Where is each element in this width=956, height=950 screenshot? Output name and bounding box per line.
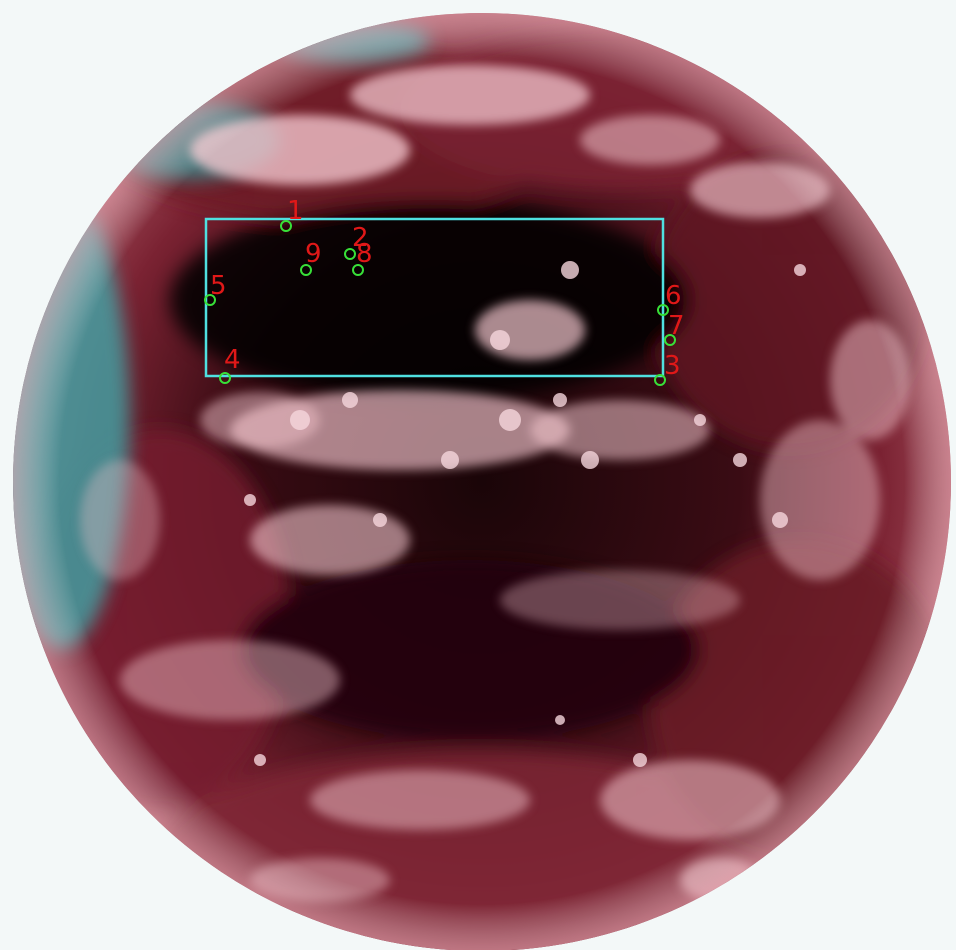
marker-label: 7 (668, 311, 685, 341)
marker-label: 5 (210, 271, 227, 301)
marker-circle (204, 294, 216, 306)
earth-disk (13, 13, 951, 950)
marker-3: 3 (654, 351, 681, 386)
marker-label: 2 (352, 223, 369, 253)
marker-circle (654, 374, 666, 386)
marker-label: 3 (664, 351, 681, 381)
marker-1: 1 (280, 196, 304, 232)
marker-4: 4 (219, 345, 241, 384)
marker-circle (300, 264, 312, 276)
marker-9: 9 (300, 239, 322, 276)
marker-circle (664, 334, 676, 346)
marker-5: 5 (204, 271, 227, 306)
marker-label: 9 (305, 239, 322, 269)
marker-label: 4 (224, 345, 241, 375)
marker-circle (344, 248, 356, 260)
marker-circle (280, 220, 292, 232)
marker-circle (657, 304, 669, 316)
marker-6: 6 (657, 281, 682, 316)
marker-8: 8 (352, 239, 373, 276)
marker-circle (352, 264, 364, 276)
marker-2: 2 (344, 223, 369, 260)
marker-circle (219, 372, 231, 384)
marker-label: 6 (665, 281, 682, 311)
marker-label: 1 (287, 196, 304, 226)
marker-7: 7 (664, 311, 685, 346)
marker-label: 8 (356, 239, 373, 269)
